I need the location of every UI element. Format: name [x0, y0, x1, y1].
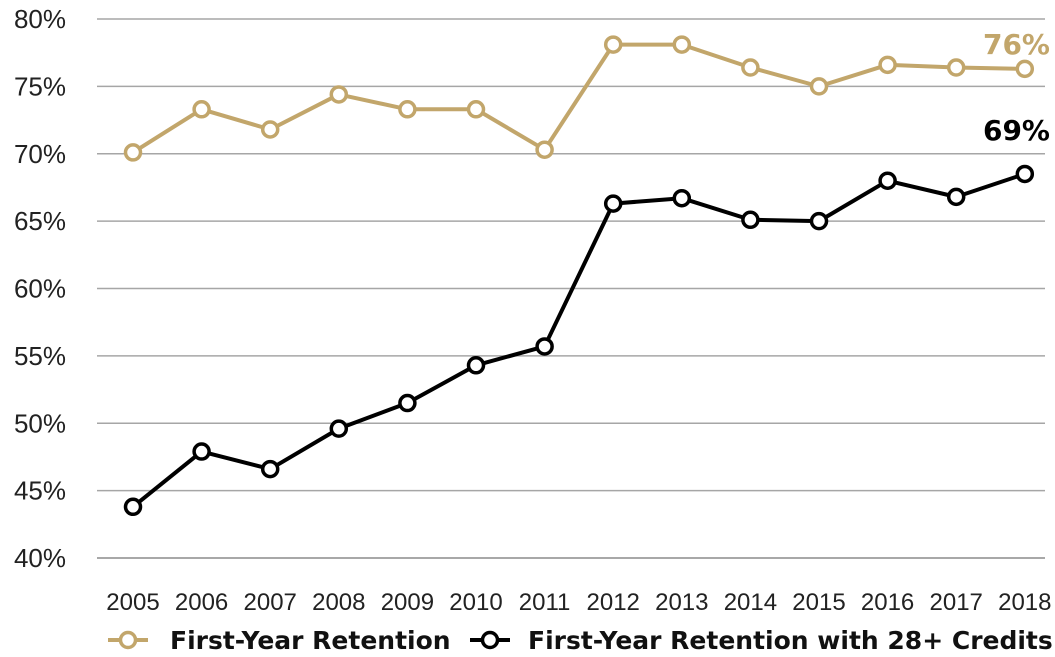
x-tick-label: 2018 [998, 589, 1051, 616]
data-point-marker [946, 58, 966, 77]
data-point-marker [741, 210, 760, 230]
data-point-marker [741, 58, 760, 77]
series-line [131, 42, 1025, 155]
legend-marker [118, 630, 138, 650]
y-tick-label: 60% [14, 274, 66, 304]
data-point-marker [878, 55, 897, 75]
end-value-labels: 76% 69% [983, 28, 1050, 147]
data-point-marker [260, 459, 280, 479]
x-tick-label: 2005 [106, 589, 159, 616]
data-point-marker [123, 143, 143, 162]
data-point-marker [329, 419, 349, 438]
x-tick-label: 2006 [175, 589, 228, 616]
data-point-marker [535, 337, 554, 356]
legend-marker [480, 630, 500, 650]
data-point-marker [1015, 59, 1035, 79]
x-tick-label: 2013 [655, 589, 708, 616]
x-tick-label: 2009 [381, 589, 434, 616]
data-point-marker [946, 187, 966, 207]
x-tick-label: 2014 [724, 589, 777, 616]
x-tick-label: 2008 [312, 589, 365, 616]
legend-label: First-Year Retention [170, 626, 451, 655]
y-tick-label: 55% [14, 341, 66, 371]
x-tick-label: 2015 [792, 589, 845, 616]
data-point-marker [398, 100, 417, 119]
y-tick-label: 80% [14, 4, 66, 34]
y-axis-tick-labels: 40% 45% 50% 55% 60% 65% 70% 75% 80% [14, 4, 66, 573]
x-tick-label: 2012 [587, 589, 640, 616]
data-point-marker [809, 77, 829, 96]
data-point-marker [878, 171, 897, 190]
x-tick-label: 2017 [930, 589, 983, 616]
data-point-marker [672, 35, 692, 54]
data-point-marker [603, 194, 623, 213]
data-point-marker [672, 188, 692, 208]
data-point-marker [260, 120, 280, 139]
x-tick-label: 2011 [519, 589, 571, 616]
data-point-marker [329, 85, 349, 104]
x-axis-tick-labels: 2005 2006 2007 2008 2009 2010 2011 2012 2013 2014… [106, 589, 1051, 616]
data-point-marker [603, 35, 623, 54]
x-tick-label: 2010 [449, 589, 502, 616]
data-point-marker [809, 211, 829, 231]
data-point-marker [398, 393, 417, 413]
data-point-marker [123, 497, 143, 517]
data-point-marker [466, 100, 486, 119]
y-tick-label: 40% [14, 543, 66, 573]
data-point-marker [535, 140, 554, 159]
end-value-label: 76% [983, 28, 1050, 61]
data-point-marker [466, 356, 486, 375]
series-lines [123, 35, 1035, 517]
x-tick-label: 2016 [861, 589, 914, 616]
data-point-marker [192, 442, 211, 461]
y-tick-label: 50% [14, 408, 66, 438]
data-point-marker [1015, 164, 1035, 184]
x-tick-label: 2007 [244, 589, 297, 616]
y-tick-label: 45% [14, 476, 66, 506]
legend-label: First-Year Retention with 28+ Credits [528, 626, 1053, 655]
y-tick-label: 65% [14, 206, 66, 236]
y-tick-label: 70% [14, 139, 66, 169]
series-line [131, 172, 1026, 509]
end-value-label: 69% [983, 114, 1050, 147]
legend: First-Year Retention First-Year Retention… [108, 626, 1053, 655]
y-tick-label: 75% [14, 71, 66, 101]
data-point-marker [192, 100, 211, 119]
